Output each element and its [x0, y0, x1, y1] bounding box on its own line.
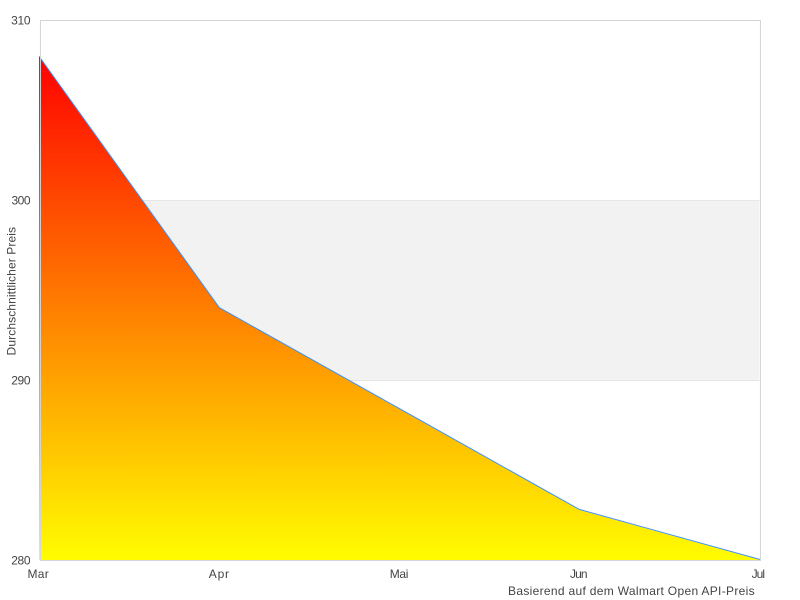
svg-text:290: 290: [11, 374, 31, 388]
svg-text:Basierend auf dem Walmart Open: Basierend auf dem Walmart Open API-Preis: [508, 584, 755, 598]
svg-text:280: 280: [11, 554, 31, 568]
svg-text:Mar: Mar: [28, 567, 49, 581]
svg-text:Jul: Jul: [752, 567, 766, 581]
svg-text:Durchschnittlicher Preis: Durchschnittlicher Preis: [4, 227, 18, 356]
svg-text:310: 310: [11, 14, 31, 28]
svg-text:Mai: Mai: [390, 567, 409, 581]
svg-text:Jun: Jun: [570, 567, 588, 581]
svg-text:300: 300: [12, 194, 31, 208]
svg-text:Apr: Apr: [209, 567, 229, 581]
